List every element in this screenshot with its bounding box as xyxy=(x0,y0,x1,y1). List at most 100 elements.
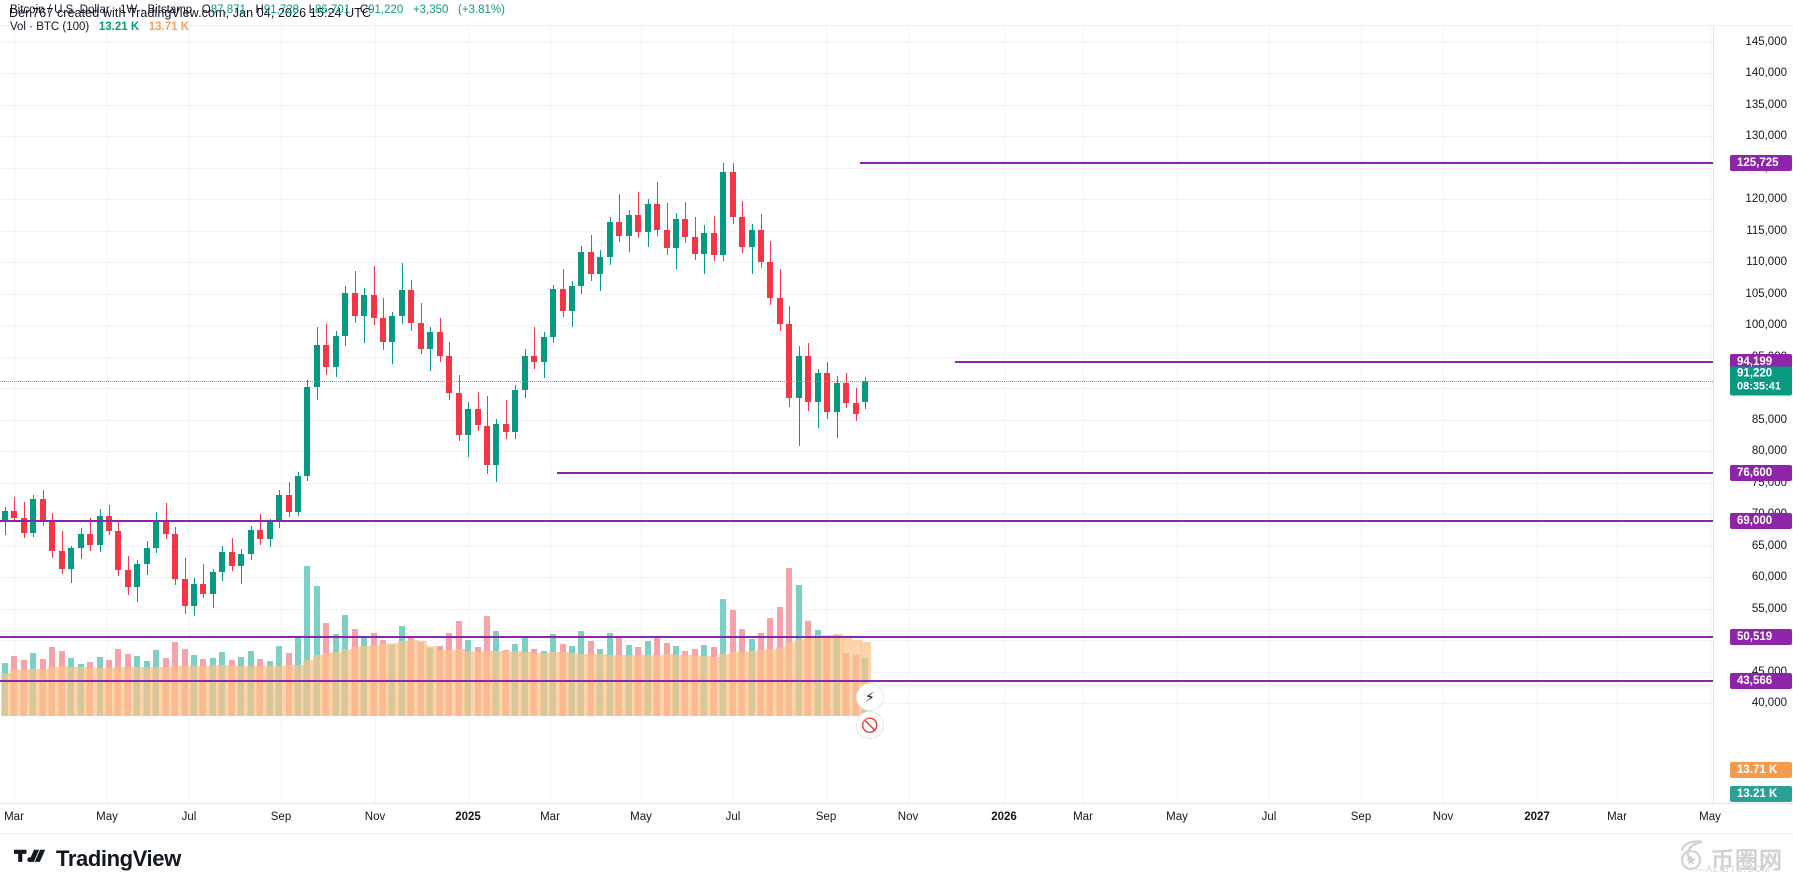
volume-ma-area xyxy=(284,665,295,716)
gridline-vertical xyxy=(641,26,642,803)
candle-body xyxy=(474,409,481,426)
time-axis[interactable]: Mar May Jul Sep Nov 2025 Mar May Jul Sep Nov 2026 Ma… xyxy=(0,803,1793,834)
candle-body xyxy=(417,323,424,350)
candle-body xyxy=(550,289,557,338)
no-entry-badge-icon[interactable]: 🚫 xyxy=(855,711,884,740)
chart-pane[interactable]: ⚡ 🚫 xyxy=(0,26,1713,803)
volume-ma-area xyxy=(681,655,692,716)
candle-body xyxy=(852,402,859,415)
gridline-horizontal xyxy=(0,451,1713,453)
candle-wick xyxy=(241,549,243,585)
candle-body xyxy=(569,285,575,312)
candle-body xyxy=(587,251,594,274)
volume-ma-area xyxy=(218,665,229,716)
volume-ma-area xyxy=(256,665,267,716)
time-axis-label: May xyxy=(1166,811,1188,823)
candle-body xyxy=(446,356,453,393)
volume-ma-area xyxy=(794,638,806,716)
resistance-94199[interactable]: 94,199 xyxy=(1730,353,1792,370)
price-axis-tick: 60,000 xyxy=(1751,571,1787,584)
volume-ma-area xyxy=(331,651,343,716)
price-level-line[interactable] xyxy=(557,471,1713,474)
volume-ma-area xyxy=(416,640,428,716)
price-axis[interactable]: 145,000140,000135,000130,000125,000120,0… xyxy=(1713,26,1793,803)
gridline-horizontal xyxy=(0,356,1713,358)
gridline-horizontal xyxy=(0,419,1713,421)
volume-bar xyxy=(304,566,311,716)
candle-body xyxy=(644,204,651,233)
candle-body xyxy=(87,533,94,546)
volume-ma[interactable]: 13.71 K xyxy=(1730,762,1792,778)
support-76600[interactable]: 76,600 xyxy=(1730,464,1792,481)
volume-ma-area xyxy=(615,655,626,716)
candle-body xyxy=(162,520,169,534)
candle-body xyxy=(408,290,415,324)
gridline-horizontal xyxy=(0,545,1713,547)
attribution-text: Den767 created with TradingView.com, Jan… xyxy=(9,5,372,20)
tradingview-logo[interactable]: TradingView xyxy=(14,846,181,872)
resistance-125725[interactable]: 125,725 xyxy=(1730,155,1792,172)
volume-ma-area xyxy=(445,650,456,716)
volume-ma-area xyxy=(38,668,50,716)
gridline-horizontal xyxy=(0,388,1713,390)
price-axis-tick: 105,000 xyxy=(1745,287,1787,300)
time-axis-label: Nov xyxy=(897,811,919,823)
price-level-line[interactable] xyxy=(860,162,1713,165)
candle-body xyxy=(285,494,292,512)
alert-badge-icon[interactable]: ⚡ xyxy=(855,683,884,712)
volume-ma-area xyxy=(511,651,522,716)
support-43566[interactable]: 43,566 xyxy=(1730,672,1792,689)
price-level-line[interactable] xyxy=(955,360,1713,363)
last-price[interactable]: 91,220 08:35:41 xyxy=(1730,366,1792,396)
gridline-horizontal xyxy=(0,104,1713,106)
candle-body xyxy=(767,261,774,299)
support-50519[interactable]: 50,519 xyxy=(1730,629,1792,646)
candle-body xyxy=(436,332,443,357)
price-axis-tick: 80,000 xyxy=(1751,445,1787,458)
price-axis-tick: 100,000 xyxy=(1745,319,1787,332)
support-69000[interactable]: 69,000 xyxy=(1730,512,1792,529)
candle-body xyxy=(200,584,207,595)
volume-bar xyxy=(786,568,793,716)
gridline-vertical xyxy=(1710,26,1711,803)
candle-body xyxy=(153,520,160,548)
candle-body xyxy=(2,510,8,522)
volume-ma-area xyxy=(549,652,560,716)
candle-body xyxy=(654,204,661,230)
axis-divider xyxy=(1713,26,1714,803)
price-level-line[interactable] xyxy=(0,679,1713,682)
volume-ma-area xyxy=(10,669,21,716)
volume-ma-area xyxy=(605,654,617,716)
candle-body xyxy=(758,229,764,262)
candle-body xyxy=(663,229,670,248)
volume-ma-area xyxy=(246,665,258,716)
candle-wick xyxy=(751,223,753,274)
volume-ma-area xyxy=(379,643,390,716)
gridline-horizontal xyxy=(0,608,1713,610)
time-axis-label: Mar xyxy=(1607,811,1627,823)
volume-ma-area xyxy=(832,634,844,716)
volume-ma-area xyxy=(265,665,277,716)
candle-body xyxy=(313,344,320,388)
volume-last[interactable]: 13.21 K xyxy=(1730,786,1792,802)
volume-ma-area xyxy=(709,656,721,716)
price-level-line[interactable] xyxy=(0,636,1713,639)
candle-wick xyxy=(14,496,16,522)
volume-ma-area xyxy=(700,656,711,716)
volume-ma-area xyxy=(577,653,588,716)
volume-ma-area xyxy=(766,648,777,716)
candle-body xyxy=(578,251,585,286)
price-axis-tick: 145,000 xyxy=(1745,35,1787,48)
candle-body xyxy=(729,172,736,217)
gridline-vertical xyxy=(1443,26,1444,803)
volume-ma-area xyxy=(123,666,135,716)
price-level-line[interactable] xyxy=(0,519,1713,522)
volume-ma-area xyxy=(747,651,758,716)
candle-body xyxy=(96,515,103,546)
volume-ma-area xyxy=(719,653,730,716)
candle-body xyxy=(701,232,708,255)
volume-ma-area xyxy=(208,665,220,716)
candle-body xyxy=(266,521,273,539)
gridline-vertical xyxy=(1269,26,1270,803)
volume-ma-area xyxy=(482,650,494,716)
